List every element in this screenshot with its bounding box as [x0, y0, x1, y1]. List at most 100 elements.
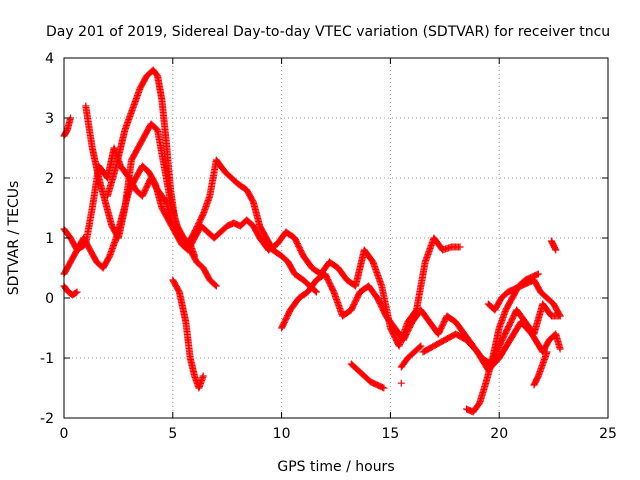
data-point: [282, 228, 297, 241]
data-point: [552, 330, 564, 353]
data-point: [158, 204, 172, 223]
data-point: [502, 295, 516, 314]
y-tick-label: 3: [45, 111, 54, 127]
data-point: [136, 73, 150, 92]
data-point: [169, 276, 183, 295]
data-point: [69, 288, 81, 299]
x-tick-label: 0: [60, 426, 69, 442]
x-tick-label: 10: [273, 426, 291, 442]
data-point: [430, 234, 446, 253]
data-point: [193, 258, 206, 271]
data-point: [243, 216, 256, 229]
data-point: [317, 259, 333, 278]
series-p: [547, 237, 560, 254]
data-point: [265, 241, 280, 254]
y-tick-label: 4: [45, 51, 54, 67]
data-point: [347, 289, 363, 314]
data-point: [158, 96, 170, 144]
data-point: [354, 366, 367, 379]
data-point: [182, 318, 194, 360]
data-point: [547, 237, 560, 254]
data-point: [369, 258, 385, 288]
data-point: [114, 206, 129, 242]
series-l: [419, 318, 564, 374]
data-point: [513, 306, 528, 325]
data-point: [347, 360, 361, 373]
y-tick-label: 1: [45, 231, 54, 247]
data-point: [175, 288, 190, 324]
chart-title: Day 201 of 2019, Sidereal Day-to-day VTE…: [46, 24, 610, 40]
data-point: [373, 381, 388, 392]
data-point: [539, 348, 551, 368]
data-point: [469, 400, 483, 416]
data-point: [528, 270, 542, 281]
data-point: [506, 319, 524, 344]
data-point: [452, 318, 468, 337]
data-point: [537, 288, 550, 301]
series-q: [397, 379, 405, 387]
data-point: [210, 229, 224, 242]
data-point: [212, 156, 228, 175]
data-point: [360, 372, 374, 385]
data-point: [517, 318, 535, 337]
series-n: [484, 276, 564, 320]
data-point: [256, 222, 270, 241]
series-f: [104, 66, 199, 260]
data-point: [365, 282, 380, 301]
data-point: [339, 307, 354, 320]
data-point: [304, 277, 320, 296]
data-point: [175, 228, 187, 241]
data-point: [86, 246, 100, 265]
data-point: [447, 243, 464, 251]
data-point: [463, 336, 480, 355]
data-point: [243, 186, 257, 205]
data-point: [199, 264, 213, 283]
data-point: [382, 312, 398, 331]
data-point: [121, 104, 137, 134]
data-point: [95, 174, 109, 204]
data-points: [60, 66, 564, 416]
data-point: [443, 312, 458, 325]
series-o: [530, 348, 551, 389]
data-point: [397, 379, 405, 387]
data-point: [489, 326, 503, 362]
data-point: [249, 222, 263, 241]
data-point: [167, 186, 179, 222]
data-point: [256, 234, 272, 253]
y-tick-label: -2: [40, 411, 54, 427]
data-point: [434, 313, 450, 338]
y-axis-label: SDTVAR / TECUs: [6, 181, 22, 296]
data-point: [147, 120, 160, 133]
data-point: [539, 337, 553, 356]
y-tick-label: 2: [45, 171, 54, 187]
data-point: [82, 102, 96, 150]
data-point: [63, 114, 75, 134]
series-g: [169, 276, 207, 392]
data-point: [171, 228, 185, 247]
data-point: [419, 343, 437, 356]
data-point: [234, 180, 250, 193]
data-point: [206, 276, 220, 290]
data-point: [164, 216, 178, 235]
data-point: [404, 307, 420, 326]
series-k: [397, 342, 425, 371]
data-point: [482, 356, 496, 386]
data-point: [104, 164, 120, 200]
data-point: [186, 240, 199, 260]
data-point: [162, 138, 174, 192]
data-point: [476, 380, 490, 407]
data-point: [145, 168, 159, 187]
data-point: [138, 162, 152, 175]
data-point: [417, 306, 433, 325]
y-tick-label: 0: [45, 291, 54, 307]
data-point: [543, 294, 557, 307]
data-point: [278, 307, 294, 332]
data-point: [497, 289, 511, 302]
data-point: [206, 158, 220, 200]
data-point: [199, 194, 213, 218]
data-point: [299, 276, 313, 289]
data-point: [410, 342, 425, 356]
data-point: [121, 158, 135, 212]
data-point: [217, 223, 230, 236]
data-point: [197, 222, 211, 235]
